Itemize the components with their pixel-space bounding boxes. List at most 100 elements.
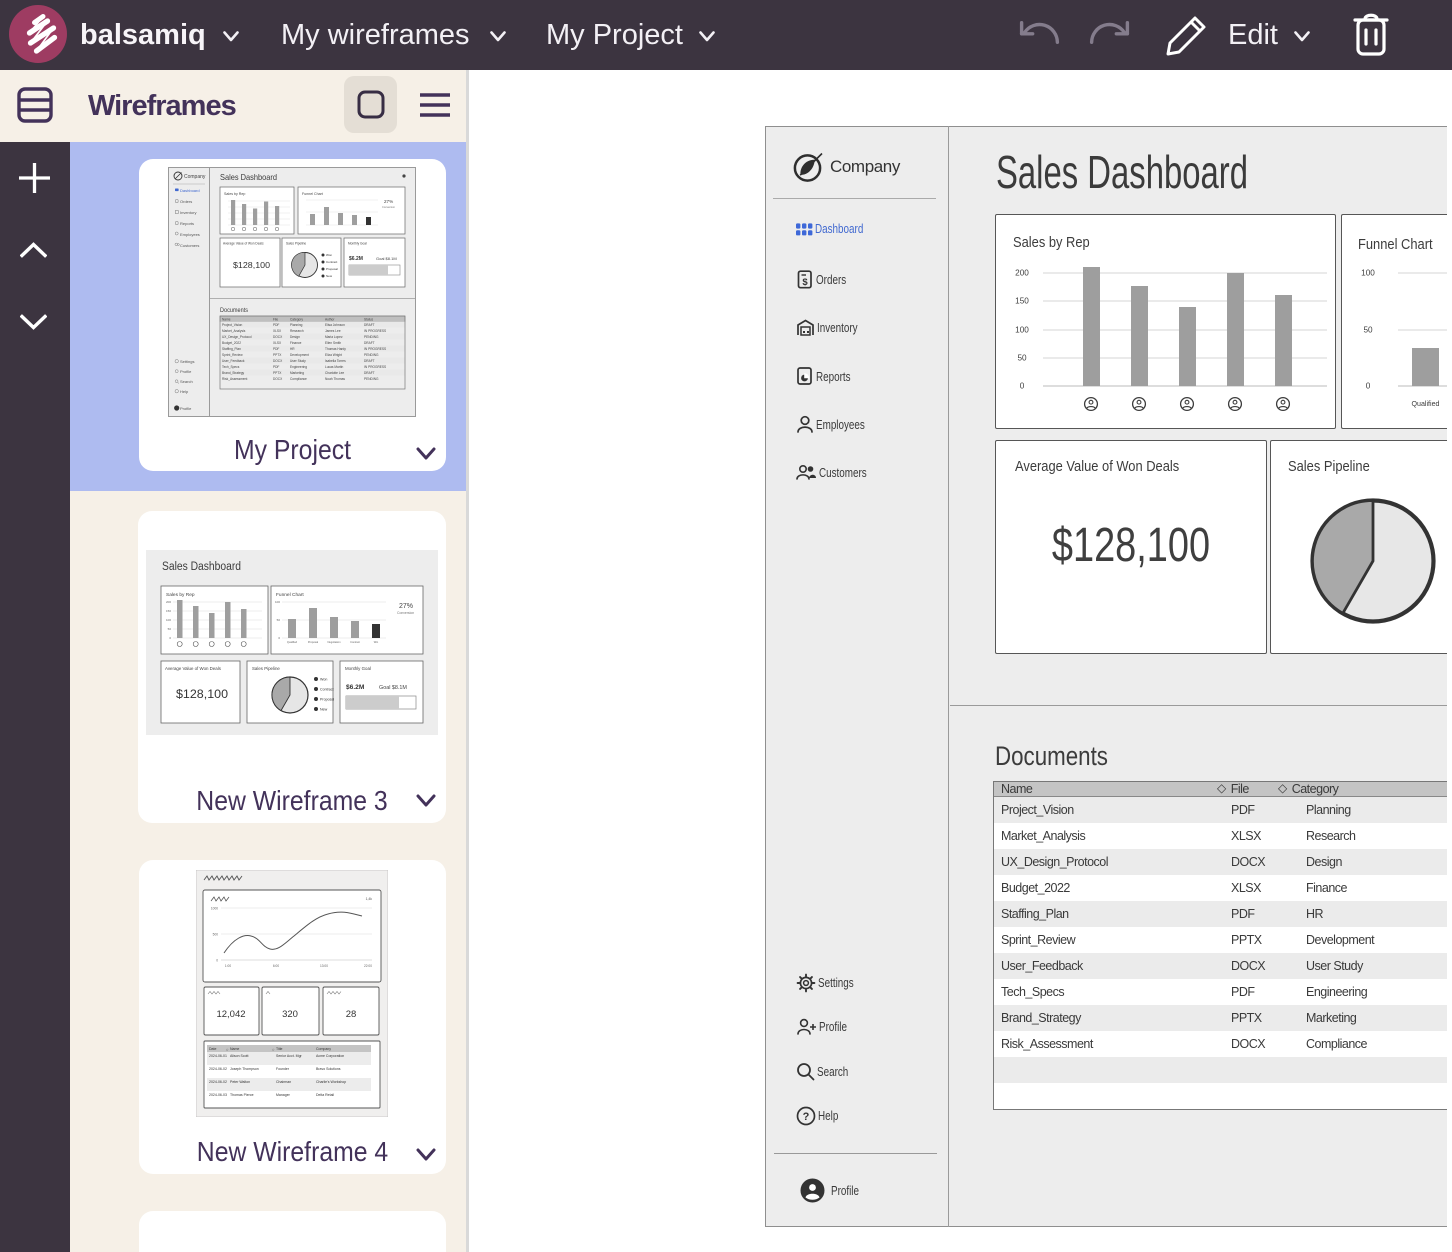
svg-text:150: 150 <box>166 609 171 613</box>
svg-text:$128,100: $128,100 <box>233 260 270 270</box>
svg-text:UX_Design_Protocol: UX_Design_Protocol <box>222 335 252 339</box>
svg-text:Proposal: Proposal <box>326 267 338 271</box>
svg-text:$128,100: $128,100 <box>176 689 228 701</box>
svg-text:500: 500 <box>213 933 219 937</box>
svg-text:PDF: PDF <box>273 347 279 351</box>
svg-text:Category: Category <box>290 317 303 321</box>
svg-text:100: 100 <box>1361 269 1375 278</box>
svg-text:Sales by Rep: Sales by Rep <box>166 592 195 598</box>
svg-text:Goal $8.1M: Goal $8.1M <box>376 256 397 261</box>
svg-text:Dashboard: Dashboard <box>180 188 200 193</box>
svg-text:Goal $8.1M: Goal $8.1M <box>379 685 407 691</box>
svg-text:Contract: Contract <box>350 640 360 644</box>
svg-text:XLSX: XLSX <box>273 341 282 345</box>
svg-text:File: File <box>273 317 278 321</box>
svg-text:IN PROGRESS: IN PROGRESS <box>364 329 386 333</box>
svg-text:$: $ <box>802 277 808 288</box>
svg-text:Funnel Chart: Funnel Chart <box>276 592 304 598</box>
svg-text:22:00: 22:00 <box>364 964 372 968</box>
svg-text:DOCX: DOCX <box>273 377 283 381</box>
svg-text:PDF: PDF <box>273 365 279 369</box>
svg-text:Win: Win <box>374 640 379 644</box>
svg-text:Eliza Wright: Eliza Wright <box>325 353 342 357</box>
svg-text:Research: Research <box>290 329 304 333</box>
svg-text:Profile: Profile <box>180 369 192 374</box>
svg-text:Sprint_Review: Sprint_Review <box>222 353 243 357</box>
svg-text:Finance: Finance <box>290 341 302 345</box>
svg-text:Isabella Torres: Isabella Torres <box>325 359 346 363</box>
svg-text:Joseph Thompson: Joseph Thompson <box>230 1067 259 1071</box>
svg-text:DRAFT: DRAFT <box>364 341 375 345</box>
svg-text:Company: Company <box>184 174 206 180</box>
svg-text:Chairman: Chairman <box>276 1080 291 1084</box>
svg-text:Conversion: Conversion <box>382 205 396 209</box>
svg-text:50: 50 <box>1363 326 1373 335</box>
svg-text:Lucas Martin: Lucas Martin <box>325 365 343 369</box>
svg-text:Name: Name <box>222 317 231 321</box>
svg-text:Average Value of Won Deals: Average Value of Won Deals <box>223 242 264 246</box>
svg-text:Inventory: Inventory <box>180 210 196 215</box>
svg-text:2024-06-01: 2024-06-01 <box>209 1054 227 1058</box>
svg-text:Design: Design <box>290 335 300 339</box>
svg-text:Author: Author <box>325 317 335 321</box>
svg-text:New: New <box>320 708 328 712</box>
svg-text:$6.2M: $6.2M <box>349 256 363 262</box>
svg-text:DOCX: DOCX <box>273 359 283 363</box>
svg-text:DOCX: DOCX <box>273 335 283 339</box>
svg-text:Senior Acct. Mgr: Senior Acct. Mgr <box>276 1054 303 1058</box>
svg-text:Brand_Strategy: Brand_Strategy <box>222 371 245 375</box>
svg-text:Status: Status <box>364 317 373 321</box>
svg-text:100: 100 <box>166 618 171 622</box>
svg-text:Won: Won <box>320 678 327 682</box>
svg-text:27%: 27% <box>399 603 413 610</box>
svg-text:Monthly Goal: Monthly Goal <box>348 242 367 246</box>
svg-text:150: 150 <box>1015 297 1029 306</box>
svg-text:Negotiation: Negotiation <box>327 640 341 644</box>
svg-text:Delta Retail: Delta Retail <box>316 1093 334 1097</box>
svg-text:Sales Dashboard: Sales Dashboard <box>162 561 241 573</box>
svg-text:Maria Lopez: Maria Lopez <box>325 335 343 339</box>
svg-text:DRAFT: DRAFT <box>364 323 375 327</box>
svg-text:Noah Thomas: Noah Thomas <box>325 377 345 381</box>
svg-text:PENDING: PENDING <box>364 335 379 339</box>
svg-text:1:00: 1:00 <box>225 964 231 968</box>
svg-text:0: 0 <box>1366 382 1371 391</box>
svg-text:Thomas Pierce: Thomas Pierce <box>230 1093 254 1097</box>
svg-text:Acme Corporation: Acme Corporation <box>316 1054 344 1058</box>
svg-text:Risk_Assessment: Risk_Assessment <box>222 377 247 381</box>
svg-text:Name: Name <box>230 1047 239 1051</box>
svg-text:Engineering: Engineering <box>290 365 307 369</box>
svg-text:New: New <box>326 274 333 278</box>
svg-text:Budget_2022: Budget_2022 <box>222 341 241 345</box>
svg-text:Help: Help <box>180 389 189 394</box>
svg-text:◇: ◇ <box>272 1048 275 1052</box>
svg-text:HR: HR <box>290 347 295 351</box>
svg-text:320: 320 <box>282 1009 298 1020</box>
svg-text:2024-06-02: 2024-06-02 <box>209 1067 227 1071</box>
svg-text:Profile: Profile <box>180 406 192 411</box>
svg-text:Search: Search <box>180 379 193 384</box>
svg-text:User_Feedback: User_Feedback <box>222 359 245 363</box>
svg-text:Reports: Reports <box>180 221 194 226</box>
svg-text:IN PROGRESS: IN PROGRESS <box>364 347 386 351</box>
svg-text:Elisa Johnson: Elisa Johnson <box>325 323 345 327</box>
svg-text:Settings: Settings <box>180 359 194 364</box>
svg-text:?: ? <box>803 1111 810 1123</box>
svg-text:Proposal: Proposal <box>320 698 334 702</box>
svg-text:6:00: 6:00 <box>273 964 279 968</box>
svg-text:50: 50 <box>168 627 172 631</box>
svg-text:Contract: Contract <box>326 260 338 264</box>
svg-text:Sales Dashboard: Sales Dashboard <box>220 172 277 182</box>
svg-text:Date: Date <box>209 1047 216 1051</box>
svg-text:Sales Pipeline: Sales Pipeline <box>252 666 280 671</box>
svg-text:Marketing: Marketing <box>290 371 304 375</box>
svg-text:Staffing_Plan: Staffing_Plan <box>222 347 241 351</box>
svg-text:Won: Won <box>326 253 332 257</box>
svg-text:Title: Title <box>276 1047 283 1051</box>
svg-text:Thomas Hardy: Thomas Hardy <box>325 347 346 351</box>
svg-text:Monthly Goal: Monthly Goal <box>345 666 371 671</box>
svg-text:1,4k: 1,4k <box>366 897 373 901</box>
svg-text:Planning: Planning <box>290 323 303 327</box>
svg-text:0: 0 <box>1020 382 1025 391</box>
svg-text:Sales Pipeline: Sales Pipeline <box>286 242 306 246</box>
